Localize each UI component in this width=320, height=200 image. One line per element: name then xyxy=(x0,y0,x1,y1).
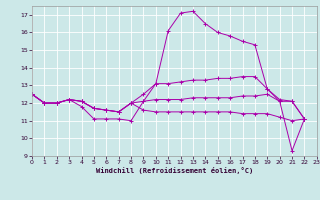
X-axis label: Windchill (Refroidissement éolien,°C): Windchill (Refroidissement éolien,°C) xyxy=(96,167,253,174)
